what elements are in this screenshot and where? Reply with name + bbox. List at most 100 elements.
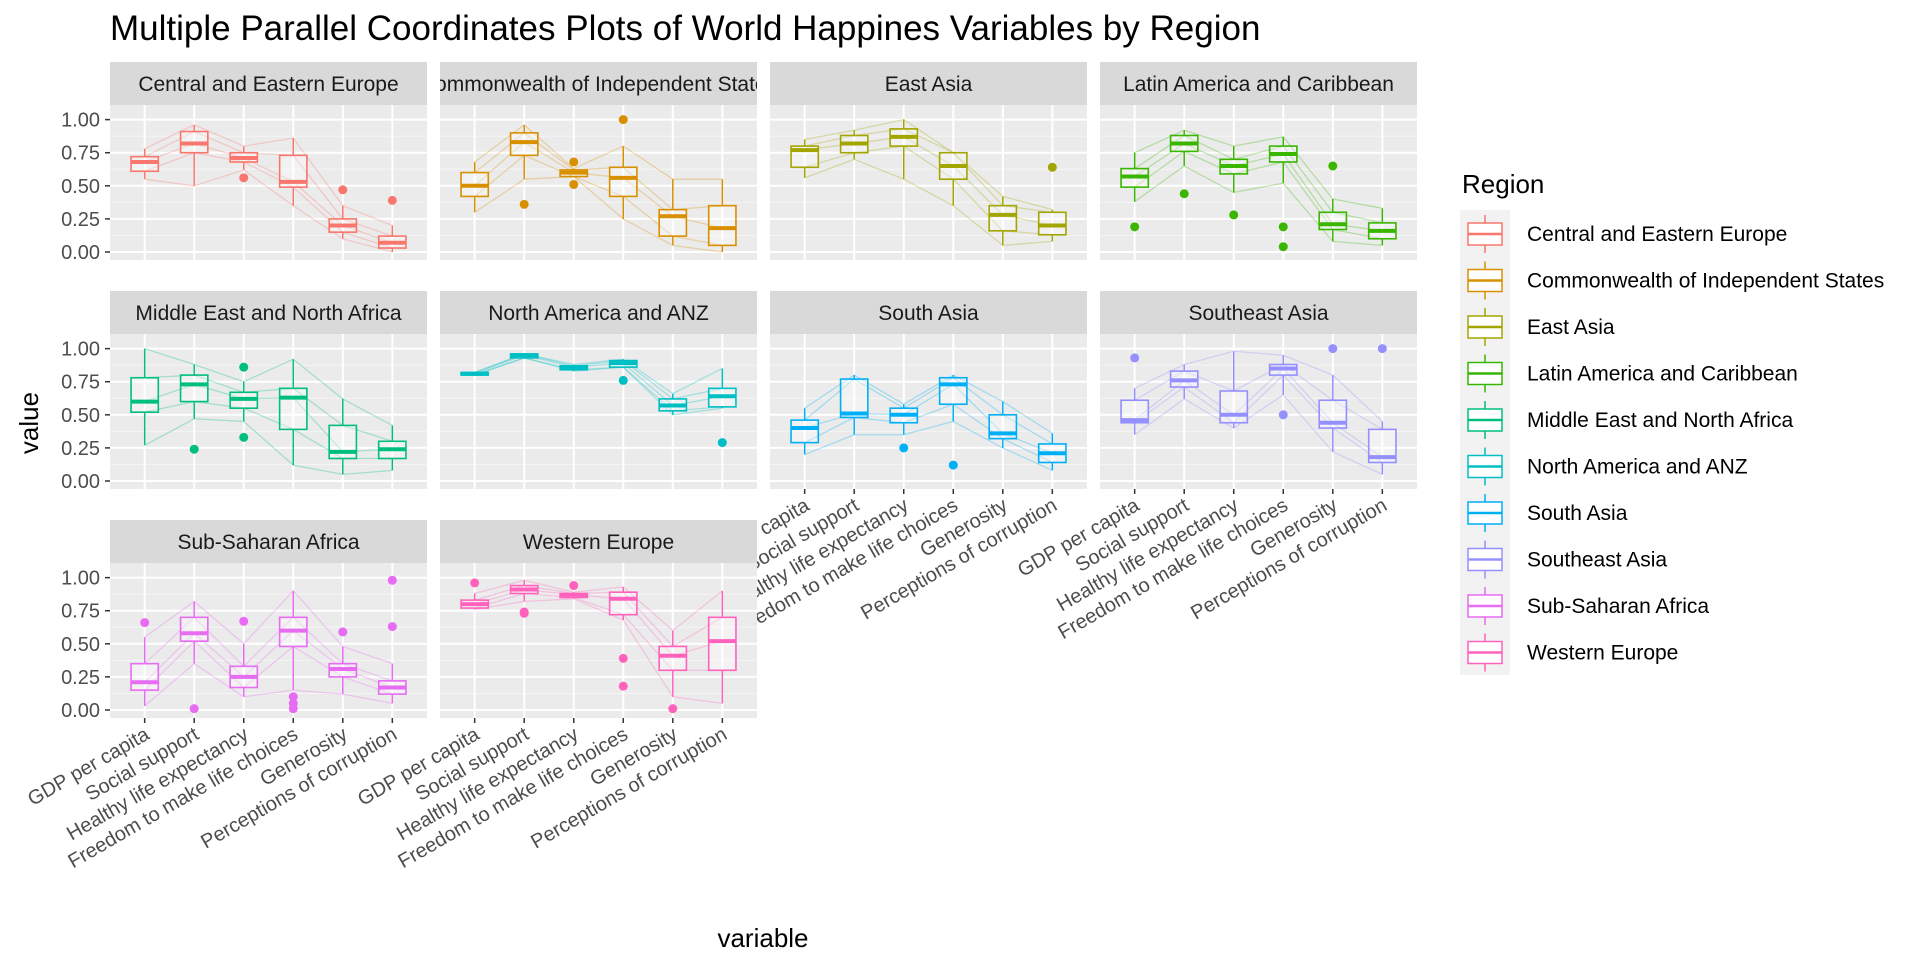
y-tick-label: 0.25 <box>61 667 100 689</box>
box-iqr <box>1120 399 1150 424</box>
box-0 <box>1120 152 1150 232</box>
outlier-point <box>387 195 397 205</box>
panel-background <box>440 334 757 489</box>
box-iqr <box>988 204 1018 232</box>
legend-label: Latin America and Caribbean <box>1527 363 1798 386</box>
parallel-line <box>144 616 393 682</box>
parallel-line <box>804 128 1053 213</box>
outlier-point <box>519 199 529 209</box>
y-tick-label: 0.00 <box>61 471 100 493</box>
box-2 <box>559 581 589 599</box>
outlier-point <box>668 704 678 714</box>
outlier-point <box>1130 222 1140 232</box>
parallel-line <box>1134 350 1383 422</box>
box-3 <box>278 590 308 714</box>
panel-background <box>1100 105 1417 260</box>
box-1 <box>509 353 539 359</box>
box-iqr <box>278 387 308 431</box>
box-2 <box>229 616 259 697</box>
outlier-point <box>1328 344 1338 354</box>
parallel-line <box>474 357 723 416</box>
y-tick-label: 1.00 <box>61 339 100 361</box>
box-iqr <box>707 616 737 672</box>
y-tick-label: 0.75 <box>61 372 100 394</box>
box-3 <box>278 138 308 206</box>
parallel-line <box>1134 134 1383 224</box>
box-iqr <box>658 208 688 237</box>
facet-panel: Latin America and Caribbean <box>1100 62 1417 260</box>
box-4 <box>328 627 358 695</box>
outlier-point <box>1047 162 1057 172</box>
outlier-point <box>569 157 579 167</box>
box-0 <box>130 618 160 707</box>
parallel-line <box>1134 129 1383 209</box>
facet-panel: Sub-Saharan Africa0.000.250.500.751.00GD… <box>24 520 427 873</box>
facet-strip-label: Western Europe <box>523 531 674 554</box>
box-iqr <box>608 166 638 198</box>
panel-background <box>440 563 757 718</box>
box-iqr <box>658 645 688 672</box>
parallel-line <box>144 169 393 253</box>
parallel-line <box>804 376 1053 445</box>
parallel-line <box>804 420 1053 472</box>
box-3 <box>608 586 638 691</box>
box-3 <box>938 375 968 470</box>
facet-strip <box>440 62 757 105</box>
box-2 <box>559 157 589 189</box>
facet-strip-label: South Asia <box>878 302 979 325</box>
panel-background <box>440 105 757 260</box>
outlier-point <box>717 438 727 448</box>
box-iqr <box>938 376 968 406</box>
legend-item: Commonwealth of Independent States <box>1467 261 1884 300</box>
legend-label: Central and Eastern Europe <box>1527 223 1787 246</box>
box-iqr <box>1318 211 1348 231</box>
facet-strip-label: East Asia <box>885 73 973 96</box>
box-0 <box>790 139 820 178</box>
box-5 <box>377 425 407 471</box>
legend: Region Central and Eastern Europe Commonwe… <box>1460 169 1884 675</box>
facet-panel: Central and Eastern Europe 0.00 0.25 0.50 0.… <box>61 62 427 264</box>
facet-panel: North America and ANZ <box>440 291 757 489</box>
parallel-line <box>474 598 723 705</box>
outlier-point <box>519 608 529 618</box>
outlier-point <box>618 115 628 125</box>
box-3 <box>608 115 638 219</box>
box-iqr <box>839 378 869 419</box>
outlier-point <box>1278 410 1288 420</box>
facet-strip <box>440 291 757 334</box>
parallel-line <box>474 588 723 657</box>
outlier-point <box>1328 161 1338 171</box>
legend-item: Central and Eastern Europe <box>1467 215 1787 253</box>
outlier-point <box>618 375 628 385</box>
panel-background <box>110 334 427 489</box>
facet-strip <box>770 62 1087 105</box>
box-0 <box>1120 353 1150 435</box>
facet-strip <box>110 291 427 334</box>
box-1 <box>509 124 539 209</box>
box-4 <box>328 185 358 239</box>
legend-label: Southeast Asia <box>1527 549 1667 572</box>
outlier-point <box>948 460 958 470</box>
y-tick-label: 1.00 <box>61 110 100 132</box>
x-axis-title: variable <box>717 923 808 953</box>
box-iqr <box>179 616 209 642</box>
outlier-point <box>338 185 348 195</box>
y-tick-label: 0.50 <box>61 405 100 427</box>
box-iqr <box>790 419 820 444</box>
box-4 <box>658 179 688 246</box>
box-iqr <box>130 662 160 691</box>
box-5 <box>707 179 737 252</box>
facet-strip-label: Commonwealth of Independent States <box>420 73 777 96</box>
outlier-point <box>618 653 628 663</box>
chart-title: Multiple Parallel Coordinates Plots of W… <box>110 9 1260 48</box>
box-2 <box>889 119 919 180</box>
box-2 <box>229 146 259 183</box>
outlier-point <box>288 692 298 702</box>
box-3 <box>1268 136 1298 252</box>
legend-item: Middle East and North Africa <box>1467 401 1793 439</box>
box-3 <box>938 151 968 206</box>
legend-item: East Asia <box>1467 308 1615 346</box>
legend-label: Middle East and North Africa <box>1527 409 1793 432</box>
box-0 <box>130 148 160 180</box>
